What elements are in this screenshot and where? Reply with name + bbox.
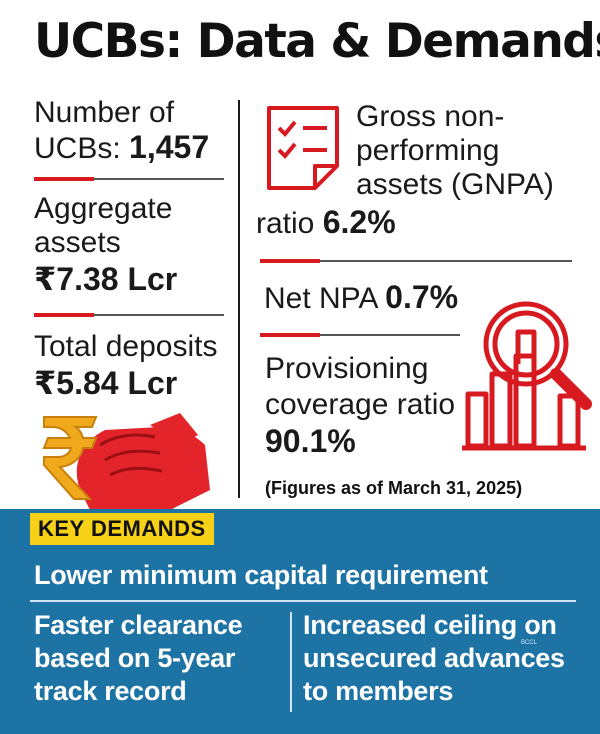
column-divider <box>238 100 240 498</box>
deposits-label: Total deposits <box>34 330 218 363</box>
gnpa-label-line3: assets (GNPA) <box>356 168 554 201</box>
assets-label-line1: Aggregate <box>34 192 173 225</box>
figures-note: (Figures as of March 31, 2025) <box>265 478 523 498</box>
divider-accent <box>34 177 94 181</box>
demand-item-3-line3: to members <box>303 676 454 706</box>
divider-accent <box>260 259 320 263</box>
divider-ucbs <box>34 177 224 181</box>
demand-item-2-line1: Faster clearance <box>34 610 243 640</box>
assets-stat: ₹7.38 Lcr <box>34 262 177 298</box>
divider-accent <box>34 313 94 317</box>
demand-item-2-line3: track record <box>34 676 187 706</box>
demands-divider <box>30 600 576 602</box>
demand-item-1: Lower minimum capital requirement <box>34 560 488 590</box>
gnpa-stat: ratio 6.2% <box>256 205 396 241</box>
pcr-value: 90.1% <box>265 423 356 459</box>
gnpa-label-line1: Gross non- <box>356 100 505 133</box>
gnpa-value: 6.2% <box>322 204 396 240</box>
checklist-icon <box>267 106 339 190</box>
ucbs-stat: UCBs: 1,457 <box>34 130 209 166</box>
net-npa-stat: Net NPA 0.7% <box>264 280 458 316</box>
pcr-label-line2: coverage ratio <box>265 388 456 421</box>
rupee-coin-hand-icon <box>42 413 210 510</box>
bar-chart-magnifier-icon <box>462 301 592 451</box>
assets-label-line2: assets <box>34 226 121 259</box>
demand-item-2-line2: based on 5-year <box>34 643 236 673</box>
deposits-value: ₹5.84 Lcr <box>34 365 178 401</box>
divider-assets <box>34 313 224 317</box>
key-demands-heading: KEY DEMANDS <box>30 513 214 545</box>
ucbs-value: 1,457 <box>129 129 210 165</box>
credit-label: BCCL <box>521 640 538 646</box>
net-npa-label: Net NPA <box>264 282 377 315</box>
assets-value: ₹7.38 Lcr <box>34 261 178 297</box>
key-demands-panel <box>0 509 600 734</box>
net-npa-value: 0.7% <box>385 279 459 315</box>
page-title: UCBs: Data & Demands <box>34 14 600 69</box>
pcr-stat: 90.1% <box>265 424 356 460</box>
demands-column-divider <box>290 612 292 712</box>
ucbs-label-line2: UCBs: <box>34 132 121 165</box>
demand-item-3-line2: unsecured advances <box>303 643 565 673</box>
deposits-stat: ₹5.84 Lcr <box>34 366 177 402</box>
divider-net-npa <box>260 333 460 337</box>
divider-accent <box>260 333 320 337</box>
ucbs-label-line1: Number of <box>34 96 175 129</box>
pcr-label-line1: Provisioning <box>265 352 429 385</box>
demand-item-3-line1: Increased ceiling on <box>303 610 557 640</box>
gnpa-label-line4: ratio <box>256 207 315 240</box>
divider-gnpa <box>260 259 572 263</box>
gnpa-label-line2: performing <box>356 134 500 167</box>
